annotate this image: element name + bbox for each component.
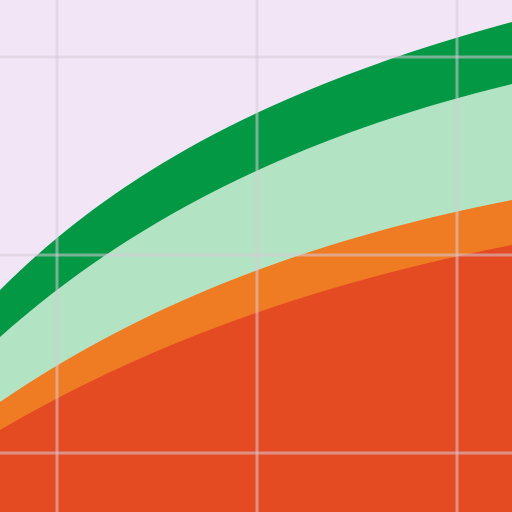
grid-lines <box>0 0 512 512</box>
abstract-curve-graphic <box>0 0 512 512</box>
curve-bands-svg <box>0 0 512 512</box>
